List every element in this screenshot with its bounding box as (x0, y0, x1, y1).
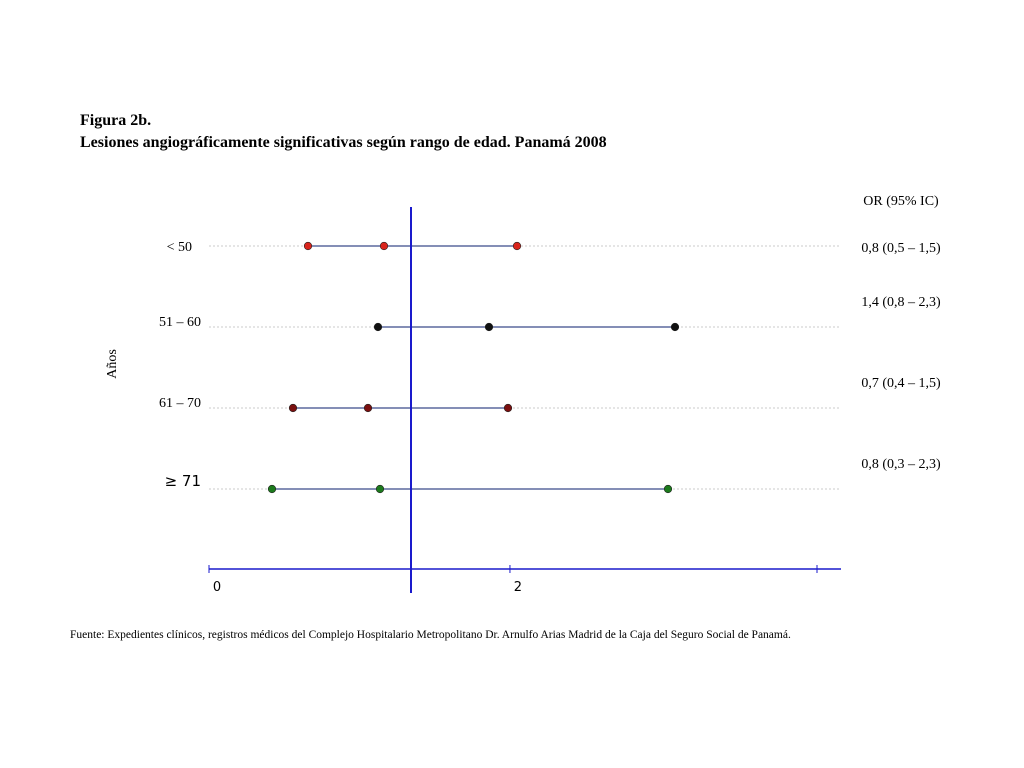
or-point (484, 322, 494, 332)
x-tick-label: 0 (213, 580, 221, 595)
estimate-points (267, 241, 680, 494)
ci-low-point (288, 403, 298, 413)
source-note: Fuente: Expedientes clínicos, registros … (70, 629, 791, 641)
ci-low-point (267, 484, 277, 494)
figure-title: Lesiones angiográficamente significativa… (80, 134, 607, 151)
estimates-header: OR (95% IC) (863, 194, 939, 209)
x-tick-label: 2 (514, 580, 522, 595)
or-point (379, 241, 389, 251)
row-estimate: 0,8 (0,3 – 2,3) (861, 457, 941, 472)
row-estimate: 1,4 (0,8 – 2,3) (861, 295, 941, 310)
figure-label: Figura 2b. (80, 112, 152, 129)
ci-low-point (303, 241, 313, 251)
row-label: 51 – 60 (159, 315, 201, 330)
row-estimate: 0,8 (0,5 – 1,5) (861, 241, 941, 256)
row-label: < 50 (167, 240, 192, 255)
row-label: ≥ 71 (165, 472, 201, 490)
row-estimate: 0,7 (0,4 – 1,5) (861, 376, 941, 391)
row-labels: < 50 51 – 60 61 – 70 ≥ 71 (159, 240, 201, 490)
figure-title-block: Figura 2b. Lesiones angiográficamente si… (80, 110, 607, 154)
row-gridlines (209, 245, 841, 490)
row-label: 61 – 70 (159, 396, 201, 411)
ci-low-point (373, 322, 383, 332)
ci-high-point (670, 322, 680, 332)
or-point (363, 403, 373, 413)
ci-high-point (503, 403, 513, 413)
confidence-intervals (272, 245, 675, 490)
or-point (375, 484, 385, 494)
ci-high-point (663, 484, 673, 494)
ci-high-point (512, 241, 522, 251)
y-axis-label: Años (105, 349, 120, 379)
row-estimates: 0,8 (0,5 – 1,5) 1,4 (0,8 – 2,3) 0,7 (0,4 –… (861, 241, 941, 472)
